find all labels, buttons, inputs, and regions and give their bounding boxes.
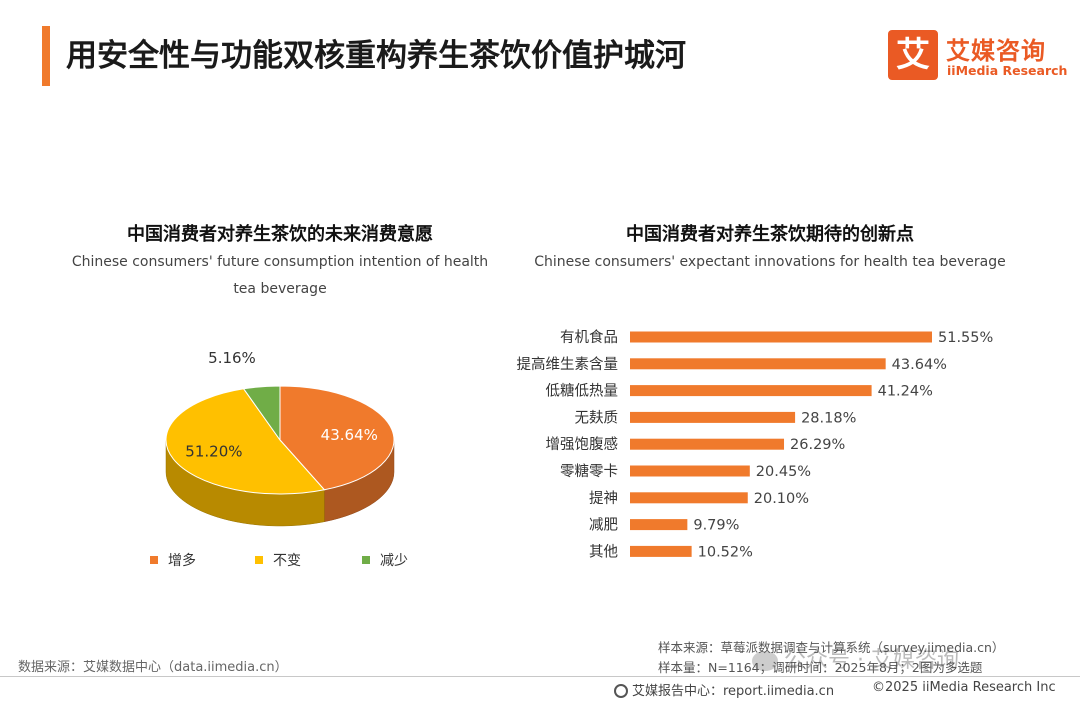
bar-value-label-6: 20.10% (754, 491, 809, 507)
bar-value-label-3: 28.18% (801, 410, 856, 426)
bar-group: 有机食品 51.55% 提高维生素含量 43.64% 低糖低热量 41.24% 无麸质 28.… (517, 329, 994, 560)
logo-name-cn: 艾媒咨询 (946, 37, 1046, 65)
bar-chart-subtitle: Chinese consumers' expectant innovations… (534, 254, 1006, 270)
wechat-icon (752, 651, 778, 671)
pie-data-label-0: 43.64% (321, 426, 378, 444)
logo-mark-icon: 艾 (888, 30, 938, 80)
bar-value-label-0: 51.55% (938, 330, 993, 346)
bar-value-label-1: 43.64% (892, 357, 947, 373)
bar-0 (630, 331, 932, 343)
bar-category-label-7: 减肥 (589, 517, 618, 534)
bar-value-label-7: 9.79% (693, 518, 739, 534)
footer-report-center[interactable]: 艾媒报告中心：report.iimedia.cn (614, 680, 834, 699)
brand-logo: 艾 艾媒咨询 iiMedia Research (888, 30, 1068, 82)
footer-divider (0, 676, 1080, 677)
pie-chart: 43.64% 51.20% 5.16% (165, 350, 395, 527)
title-accent-bar (42, 26, 50, 86)
sample-size: 样本量：N=1164；调研时间：2025年8月；2图为多选题 (658, 660, 983, 675)
pie-data-label-2: 5.16% (208, 350, 256, 367)
sample-source: 样本来源：草莓派数据调查与计算系统（survey.iimedia.cn） (658, 640, 1005, 655)
bar-7 (630, 519, 688, 531)
legend-swatch-icon (150, 556, 158, 564)
bar-category-label-8: 其他 (589, 543, 618, 560)
bar-value-label-5: 20.45% (756, 464, 811, 480)
pie-top (165, 385, 395, 495)
pie-data-label-1: 51.20% (185, 443, 242, 461)
logo-name-en: iiMedia Research (947, 63, 1068, 78)
legend-swatch-icon (255, 556, 263, 564)
globe-icon (614, 683, 628, 698)
legend-item-increase: 增多 (150, 550, 196, 570)
bar-5 (630, 465, 750, 477)
bar-category-label-0: 有机食品 (560, 329, 618, 346)
bar-category-label-4: 增强饱腹感 (546, 436, 619, 453)
bar-2 (630, 385, 872, 397)
bar-1 (630, 358, 886, 370)
bar-category-label-1: 提高维生素含量 (517, 356, 619, 373)
bar-value-label-4: 26.29% (790, 437, 845, 453)
bar-value-label-8: 10.52% (698, 544, 753, 560)
legend-item-decrease: 减少 (362, 550, 408, 570)
pie-chart-subtitle: Chinese consumers' future consumption in… (71, 254, 489, 297)
bar-category-label-3: 无麸质 (575, 409, 619, 426)
bar-4 (630, 438, 785, 450)
bar-category-label-5: 零糖零卡 (560, 463, 618, 480)
page-title: 用安全性与功能双核重构养生茶饮价值护城河 (66, 38, 686, 74)
bar-value-label-2: 41.24% (878, 384, 933, 400)
footer-copyright: ©2025 iiMedia Research Inc (872, 680, 1056, 695)
bar-category-label-6: 提神 (589, 490, 618, 507)
bar-8 (630, 545, 692, 557)
pie-labels: 43.64% 51.20% 5.16% (185, 350, 378, 461)
sample-info: 样本来源：草莓派数据调查与计算系统（survey.iimedia.cn） 样本量… (658, 638, 1004, 678)
pie-slice-0 (279, 385, 395, 491)
watermark: 公众号 · 艾媒咨询 (752, 642, 959, 674)
pie-slice-1 (165, 388, 326, 495)
legend-swatch-icon (362, 556, 370, 564)
bar-chart-title: 中国消费者对养生茶饮期待的创新点 (626, 224, 914, 245)
bar-6 (630, 492, 748, 504)
bar-category-label-2: 低糖低热量 (546, 383, 619, 400)
legend-item-unchanged: 不变 (255, 550, 301, 570)
pie-slice-2 (242, 385, 281, 442)
pie-legend: 增多 不变 减少 (150, 550, 450, 572)
bar-3 (630, 411, 796, 423)
pie-chart-title: 中国消费者对养生茶饮的未来消费意愿 (127, 224, 433, 245)
data-source: 数据来源：艾媒数据中心（data.iimedia.cn） (18, 660, 288, 675)
bar-chart: 有机食品 51.55% 提高维生素含量 43.64% 低糖低热量 41.24% 无麸质 28.… (517, 329, 994, 560)
